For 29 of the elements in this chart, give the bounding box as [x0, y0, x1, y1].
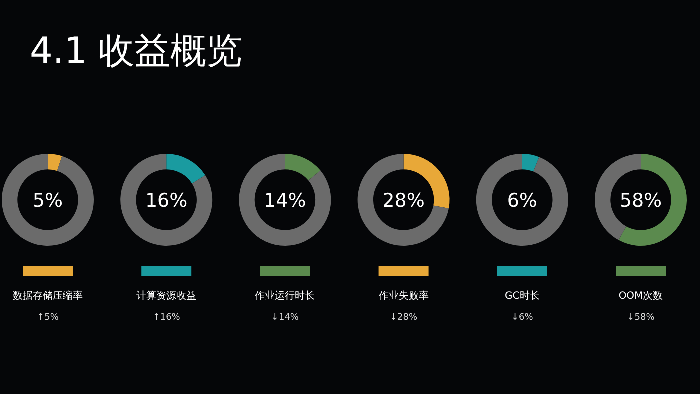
- donut-slice: [120, 154, 213, 246]
- text: 16%: [145, 190, 188, 212]
- text: 5%: [32, 190, 64, 212]
- donut-slice: [239, 154, 332, 246]
- text: GC时长: [505, 290, 540, 302]
- text: 作业运行时长: [254, 290, 316, 302]
- donut-slice: [285, 154, 321, 181]
- text: ↑5%: [37, 313, 60, 323]
- donut-slice: [358, 154, 449, 246]
- donut-slice: [48, 154, 62, 172]
- text: ↓6%: [511, 313, 534, 323]
- text: 6%: [507, 190, 538, 212]
- text: 作业失败率: [378, 290, 429, 302]
- text: 数据存储压缩率: [13, 290, 83, 302]
- text: 28%: [382, 190, 425, 212]
- donut-slice: [2, 154, 94, 246]
- text: 计算资源收益: [136, 290, 197, 302]
- donut-slice: [166, 154, 206, 184]
- text: ↓28%: [390, 313, 418, 323]
- text: ↑16%: [152, 313, 181, 323]
- text: 14%: [264, 190, 306, 212]
- text: 58%: [620, 190, 662, 212]
- donut-slice: [618, 154, 687, 246]
- text: ↓58%: [627, 313, 656, 323]
- text: OOM次数: [618, 291, 664, 302]
- text: ↓14%: [271, 313, 300, 323]
- donut-slice: [476, 154, 568, 246]
- donut-slice: [522, 154, 540, 172]
- text: 4.1 收益概览: [30, 31, 243, 72]
